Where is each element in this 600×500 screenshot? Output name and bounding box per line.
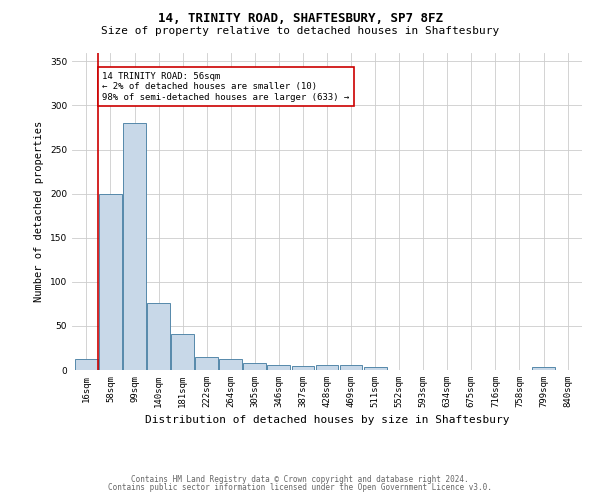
Y-axis label: Number of detached properties: Number of detached properties (34, 120, 44, 302)
Bar (340, 364, 362, 370)
Bar (171, 334, 194, 370)
Bar (99, 194, 122, 370)
Bar (268, 364, 290, 370)
Bar (147, 303, 170, 370)
Bar (123, 123, 146, 370)
Bar (364, 368, 386, 370)
Text: 14, TRINITY ROAD, SHAFTESBURY, SP7 8FZ: 14, TRINITY ROAD, SHAFTESBURY, SP7 8FZ (157, 12, 443, 26)
Text: Size of property relative to detached houses in Shaftesbury: Size of property relative to detached ho… (101, 26, 499, 36)
Bar (292, 366, 314, 370)
Text: 14 TRINITY ROAD: 56sqm
← 2% of detached houses are smaller (10)
98% of semi-deta: 14 TRINITY ROAD: 56sqm ← 2% of detached … (102, 72, 349, 102)
Bar (75, 358, 98, 370)
Bar (316, 364, 338, 370)
Text: Contains HM Land Registry data © Crown copyright and database right 2024.: Contains HM Land Registry data © Crown c… (131, 474, 469, 484)
Text: Contains public sector information licensed under the Open Government Licence v3: Contains public sector information licen… (108, 484, 492, 492)
Bar (220, 360, 242, 370)
Bar (244, 363, 266, 370)
Bar (195, 357, 218, 370)
Bar (532, 368, 555, 370)
X-axis label: Distribution of detached houses by size in Shaftesbury: Distribution of detached houses by size … (145, 416, 509, 426)
